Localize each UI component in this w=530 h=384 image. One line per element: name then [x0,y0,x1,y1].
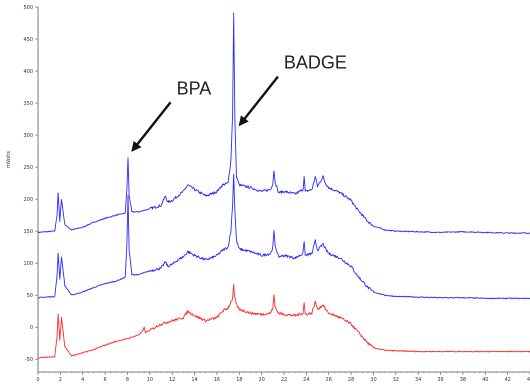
y-axis-label: mVolts [6,151,12,168]
series-layer [37,12,530,359]
series-line-3 [37,283,530,359]
y-tick-label: 150 [23,229,33,235]
y-tick-label: 50 [27,293,33,299]
x-tick-label: 32 [393,377,399,383]
y-tick-label: 300 [23,133,33,139]
x-tick-label: 36 [437,377,443,383]
annotation-arrow [131,101,172,152]
annotation-label: BPA [177,78,212,98]
x-tick-label: 40 [482,377,488,383]
y-tick-label: 500 [23,5,33,11]
y-tick-label: 200 [23,197,33,203]
y-tick-label: 250 [23,165,33,171]
x-tick-label: 16 [214,377,220,383]
x-tick-label: 2 [59,377,62,383]
x-tick-label: 44 [527,377,530,383]
x-tick-label: 38 [460,377,466,383]
x-tick-label: 12 [169,377,175,383]
x-tick-label: 18 [236,377,242,383]
x-tick-label: 34 [415,377,421,383]
x-tick-label: 8 [126,377,129,383]
x-tick-label: 42 [504,377,510,383]
x-tick-label: 24 [303,377,309,383]
y-tick-label: 400 [23,69,33,75]
y-tick-label: 350 [23,101,33,107]
y-tick-label: 100 [23,261,33,267]
annotation-label: BADGE [284,53,347,73]
series-line-2 [37,173,530,300]
series-line-1 [37,12,530,234]
x-tick-label: 6 [103,377,106,383]
x-tick-label: 14 [191,377,197,383]
x-tick-label: 4 [81,377,84,383]
annotation-layer: BPA BADGE [131,53,347,152]
x-tick-label: 0 [36,377,39,383]
y-tick-label: 0 [30,325,33,331]
x-tick-label: 22 [281,377,287,383]
y-tick-label: 450 [23,37,33,43]
x-tick-label: 10 [147,377,153,383]
x-tick-label: 20 [258,377,264,383]
x-tick-label: 28 [348,377,354,383]
x-tick-label: 30 [370,377,376,383]
x-tick-label: 26 [326,377,332,383]
annotation-arrow [238,75,279,127]
y-tick-label: -50 [25,357,33,363]
